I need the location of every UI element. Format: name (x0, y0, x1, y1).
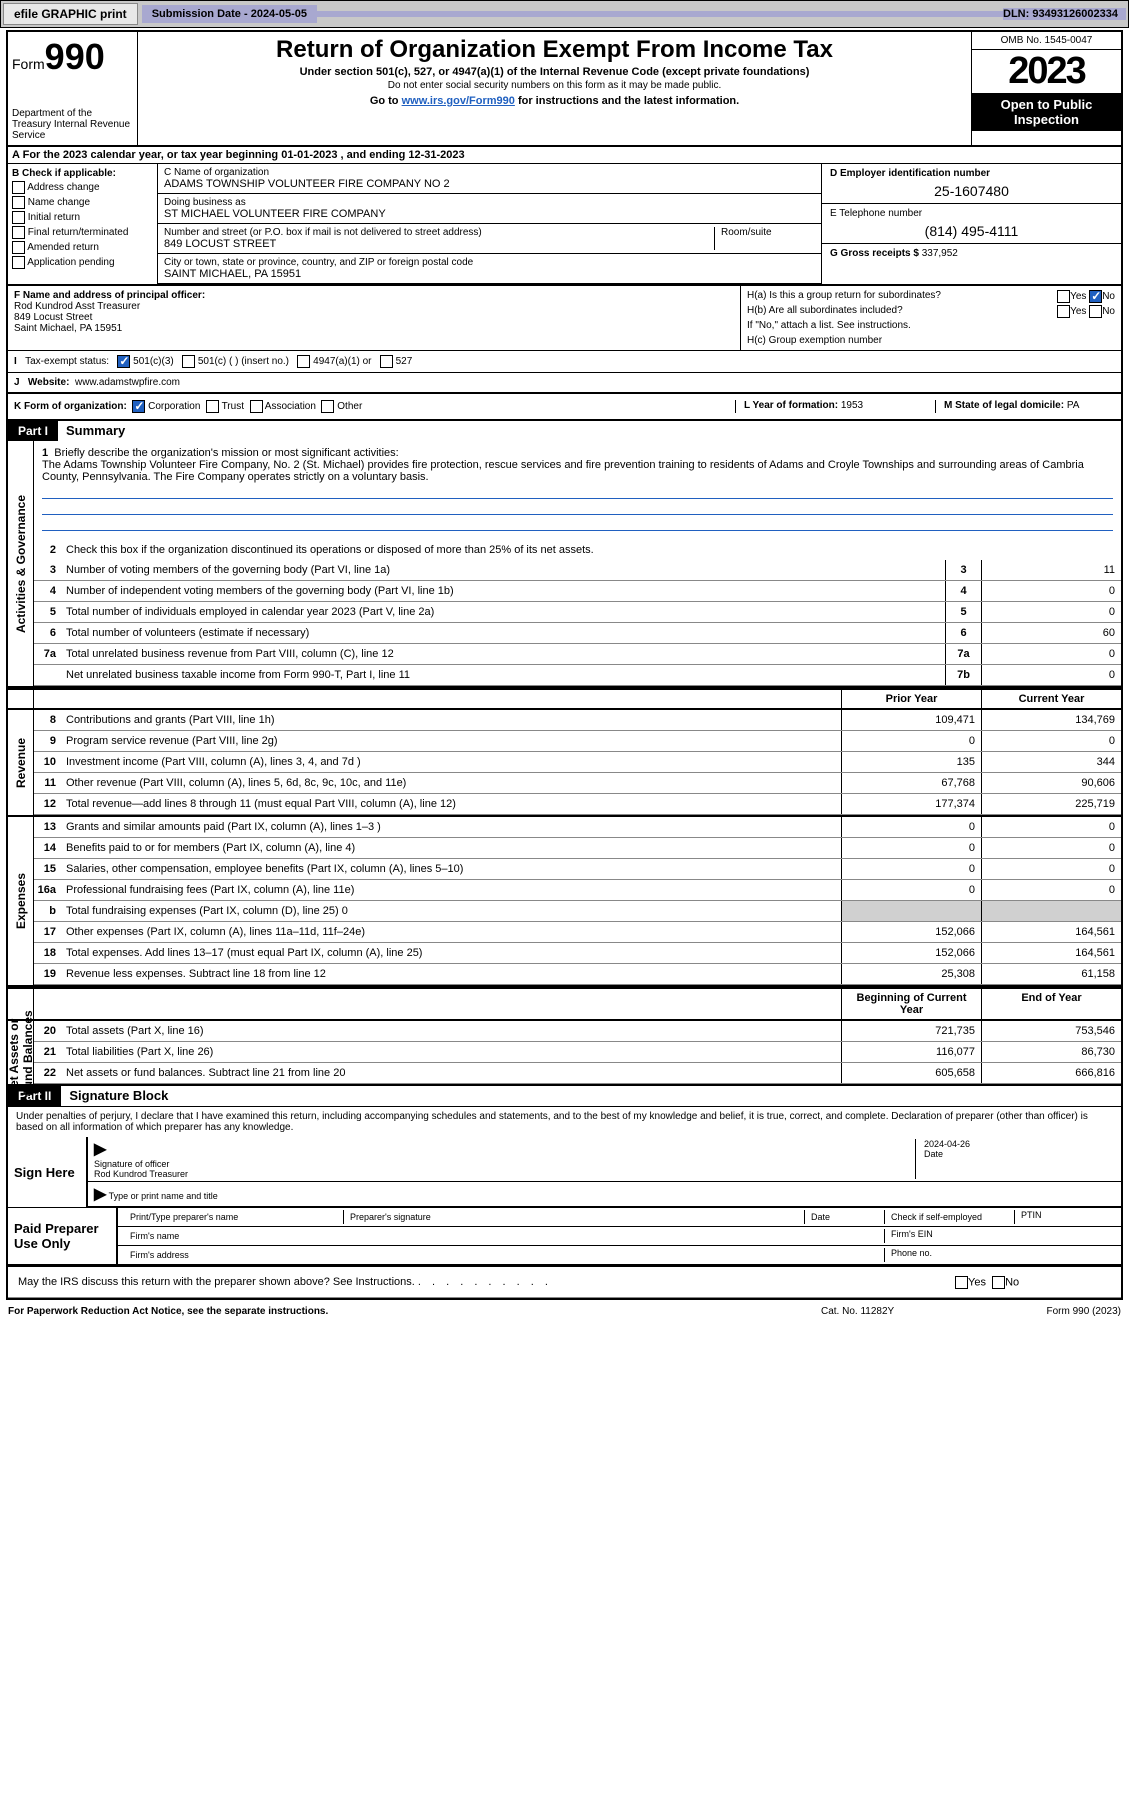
footer-left: For Paperwork Reduction Act Notice, see … (8, 1306, 821, 1317)
room-suite: Room/suite (715, 227, 815, 250)
section-j: J Website: www.adamstwpfire.com (8, 373, 1121, 392)
begin-year-hdr: Beginning of Current Year (841, 989, 981, 1019)
4947-check[interactable] (297, 355, 310, 368)
501c-other-check[interactable] (182, 355, 195, 368)
penalties-text: Under penalties of perjury, I declare th… (8, 1106, 1121, 1137)
line-6-val: 60 (981, 623, 1121, 643)
ein-value: 25-1607480 (830, 183, 1113, 199)
irs-link[interactable]: www.irs.gov/Form990 (402, 95, 515, 107)
line-7a-val: 0 (981, 644, 1121, 664)
net-assets-label: Net Assets orFund Balances (8, 1021, 34, 1084)
section-b: B Check if applicable: Address change Na… (8, 164, 158, 284)
prior-year-hdr: Prior Year (841, 690, 981, 708)
line-3-val: 11 (981, 560, 1121, 580)
expenses-label: Expenses (8, 817, 34, 985)
officer-street: 849 Locust Street (14, 312, 92, 323)
hb-yes[interactable] (1057, 305, 1070, 318)
omb-number: OMB No. 1545-0047 (972, 32, 1121, 50)
form-number: 990 (45, 36, 105, 77)
dept-treasury: Department of the Treasury Internal Reve… (12, 108, 133, 141)
current-year-hdr: Current Year (981, 690, 1121, 708)
telephone: (814) 495-4111 (830, 223, 1113, 239)
form-title: Return of Organization Exempt From Incom… (142, 36, 967, 64)
footer-form: Form 990 (2023) (971, 1306, 1121, 1317)
501c3-check[interactable] (117, 355, 130, 368)
subtitle-1: Under section 501(c), 527, or 4947(a)(1)… (142, 66, 967, 78)
ha-no[interactable] (1089, 290, 1102, 303)
section-k: K Form of organization: Corporation Trus… (14, 400, 735, 413)
gross-receipts: 337,952 (922, 248, 958, 259)
part1-header: Part ISummary (8, 421, 1121, 441)
section-d: D Employer identification number25-16074… (821, 164, 1121, 284)
amended-check[interactable] (12, 241, 25, 254)
discuss-no[interactable] (992, 1276, 1005, 1289)
line-4-text: Number of independent voting members of … (62, 582, 945, 600)
other-check[interactable] (321, 400, 334, 413)
line-5-val: 0 (981, 602, 1121, 622)
trust-check[interactable] (206, 400, 219, 413)
line-7b-val: 0 (981, 665, 1121, 685)
efile-button[interactable]: efile GRAPHIC print (3, 3, 138, 25)
officer-sig-name: Rod Kundrod Treasurer (94, 1169, 188, 1179)
dba-name: ST MICHAEL VOLUNTEER FIRE COMPANY (164, 208, 815, 220)
section-c: C Name of organizationADAMS TOWNSHIP VOL… (158, 164, 821, 284)
assoc-check[interactable] (250, 400, 263, 413)
topbar-spacer (317, 11, 1003, 17)
section-m: M State of legal domicile: PA (935, 400, 1115, 413)
tax-year-line: A For the 2023 calendar year, or tax yea… (8, 147, 1121, 164)
line-6-text: Total number of volunteers (estimate if … (62, 624, 945, 642)
submission-date: Submission Date - 2024-05-05 (142, 5, 317, 23)
corp-check[interactable] (132, 400, 145, 413)
revenue-label: Revenue (8, 710, 34, 815)
l8-prior: 109,471 (841, 710, 981, 730)
footer-cat: Cat. No. 11282Y (821, 1306, 971, 1317)
street-address: 849 LOCUST STREET (164, 238, 714, 250)
tax-year: 2023 (972, 50, 1121, 93)
officer-city: Saint Michael, PA 15951 (14, 323, 122, 334)
sign-here: Sign Here (8, 1137, 88, 1207)
paid-preparer: Paid Preparer Use Only (8, 1208, 118, 1264)
discuss-yes[interactable] (955, 1276, 968, 1289)
dln: DLN: 93493126002334 (1003, 8, 1126, 20)
subtitle-3: Go to www.irs.gov/Form990 for instructio… (142, 95, 967, 107)
section-f: F Name and address of principal officer:… (8, 286, 741, 350)
form-label: Form (12, 56, 45, 72)
line-4-val: 0 (981, 581, 1121, 601)
section-h: H(a) Is this a group return for subordin… (741, 286, 1121, 350)
sig-date: 2024-04-26 (924, 1139, 970, 1149)
governance-label: Activities & Governance (8, 441, 34, 686)
name-change-check[interactable] (12, 196, 25, 209)
line-7b-text: Net unrelated business taxable income fr… (62, 666, 945, 684)
header-left: Form990 Department of the Treasury Inter… (8, 32, 138, 145)
discuss-line: May the IRS discuss this return with the… (14, 1273, 955, 1291)
header-right: OMB No. 1545-0047 2023 Open to Public In… (971, 32, 1121, 145)
ha-yes[interactable] (1057, 290, 1070, 303)
addr-change-check[interactable] (12, 181, 25, 194)
section-l: L Year of formation: 1953 (735, 400, 935, 413)
officer-name: Rod Kundrod Asst Treasurer (14, 301, 140, 312)
part2-header: Part IISignature Block (8, 1086, 1121, 1106)
hb-no[interactable] (1089, 305, 1102, 318)
line-5-text: Total number of individuals employed in … (62, 603, 945, 621)
header-mid: Return of Organization Exempt From Incom… (138, 32, 971, 145)
section-i: I Tax-exempt status: 501(c)(3) 501(c) ( … (8, 351, 1121, 372)
line-3-text: Number of voting members of the governin… (62, 561, 945, 579)
line-7a-text: Total unrelated business revenue from Pa… (62, 645, 945, 663)
527-check[interactable] (380, 355, 393, 368)
open-inspection: Open to Public Inspection (972, 93, 1121, 131)
line-2: Check this box if the organization disco… (62, 541, 1121, 559)
mission-text: The Adams Township Volunteer Fire Compan… (42, 459, 1084, 483)
website-value: www.adamstwpfire.com (75, 377, 180, 388)
l8-current: 134,769 (981, 710, 1121, 730)
line-3-box: 3 (945, 560, 981, 580)
end-year-hdr: End of Year (981, 989, 1121, 1019)
city-state-zip: SAINT MICHAEL, PA 15951 (164, 268, 815, 280)
org-name: ADAMS TOWNSHIP VOLUNTEER FIRE COMPANY NO… (164, 178, 815, 190)
subtitle-2: Do not enter social security numbers on … (142, 80, 967, 91)
final-return-check[interactable] (12, 226, 25, 239)
initial-return-check[interactable] (12, 211, 25, 224)
two-col-spacer (34, 690, 841, 708)
app-pending-check[interactable] (12, 256, 25, 269)
